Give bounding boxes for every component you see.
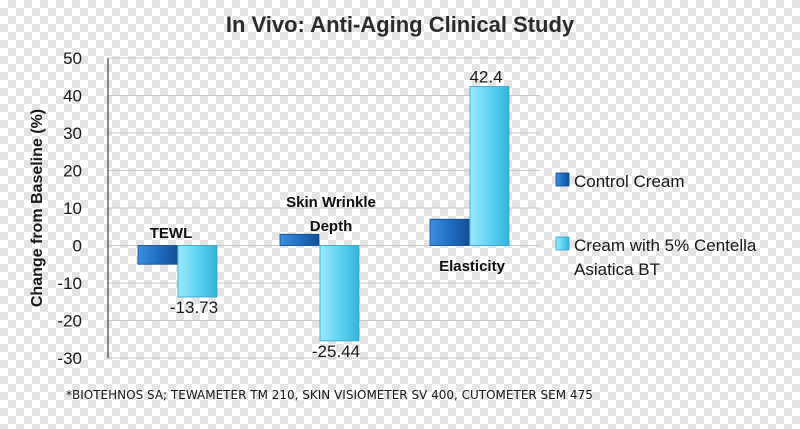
legend-label-control: Control Cream xyxy=(574,172,685,191)
y-tick-label: 50 xyxy=(63,49,82,68)
bars xyxy=(137,86,510,342)
bar-control-0 xyxy=(137,245,178,265)
bar-centella-2 xyxy=(469,86,510,246)
bar-control-1 xyxy=(279,233,320,246)
footnote: *BIOTEHNOS SA; TEWAMETER TM 210, SKIN VI… xyxy=(66,388,593,402)
bar-control-2 xyxy=(429,218,470,246)
y-tick-label: 20 xyxy=(63,162,82,181)
data-label: -25.44 xyxy=(312,342,360,361)
data-label: -13.73 xyxy=(170,298,218,317)
y-tick-label: 0 xyxy=(73,237,82,256)
y-tick-labels: 50 40 30 20 10 0 -10 -20 -30 xyxy=(57,49,82,368)
legend-label-centella: Asiatica BT xyxy=(574,260,660,279)
legend-swatch-centella xyxy=(555,236,570,251)
category-label: TEWL xyxy=(150,225,193,242)
y-tick-label: -10 xyxy=(57,274,82,293)
legend: Control Cream Cream with 5% Centella Asiat… xyxy=(555,172,757,279)
bar-centella-0 xyxy=(177,245,218,298)
y-tick-label: 30 xyxy=(63,124,82,143)
category-label: Elasticity xyxy=(439,258,506,275)
y-axis-label: Change from Baseline (%) xyxy=(29,109,46,307)
category-label: Skin Wrinkle xyxy=(286,194,376,211)
legend-label-centella: Cream with 5% Centella xyxy=(574,236,757,255)
y-tick-label: 40 xyxy=(63,87,82,106)
data-label: 42.4 xyxy=(469,68,502,87)
y-tick-label: -20 xyxy=(57,312,82,331)
y-tick-label: -30 xyxy=(57,349,82,368)
category-labels: TEWL Skin Wrinkle Depth Elasticity xyxy=(150,194,506,275)
data-labels: -13.73 -25.44 42.4 xyxy=(170,68,503,361)
legend-swatch-control xyxy=(555,172,570,187)
bar-centella-1 xyxy=(319,245,360,342)
y-tick-label: 10 xyxy=(63,199,82,218)
chart-title: In Vivo: Anti-Aging Clinical Study xyxy=(226,12,575,37)
category-label: Depth xyxy=(310,218,353,235)
